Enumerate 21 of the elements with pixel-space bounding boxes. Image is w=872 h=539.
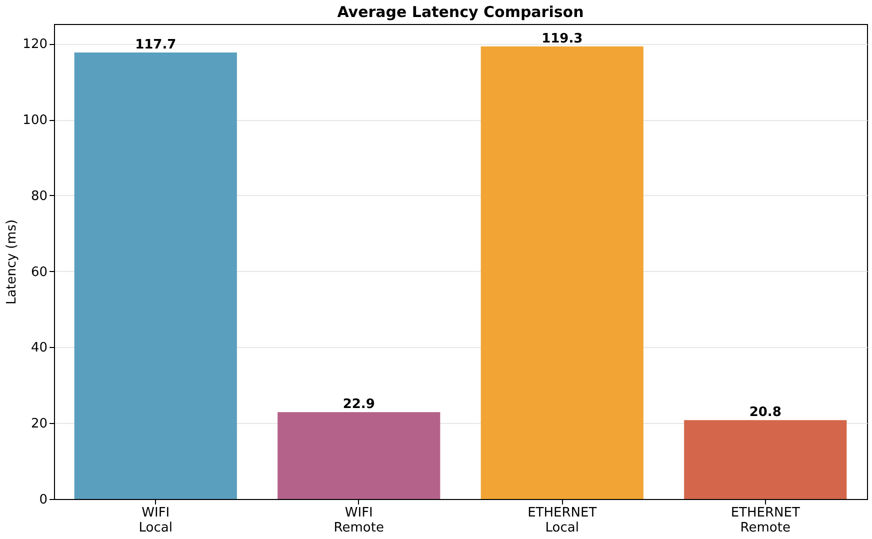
y-axis-title: Latency (ms) (4, 219, 20, 305)
x-tick-label: ETHERNET Local (528, 506, 597, 536)
chart-title: Average Latency Comparison (337, 3, 584, 21)
y-tick-label: 0 (39, 492, 48, 508)
bar (278, 412, 440, 499)
y-tick-label: 80 (30, 188, 48, 204)
bar (74, 52, 237, 499)
y-tick-label: 40 (30, 340, 48, 356)
x-tick-label: WIFI Remote (334, 506, 384, 536)
bar (480, 46, 644, 499)
x-tick-label: WIFI Local (138, 506, 172, 536)
x-tick-label: ETHERNET Remote (730, 506, 800, 536)
bar (684, 420, 847, 499)
data-label: 20.8 (749, 405, 782, 420)
y-tick-label: 60 (30, 264, 48, 280)
data-label: 119.3 (542, 31, 583, 46)
y-tick-label: 100 (22, 113, 48, 128)
y-tick-label: 20 (30, 416, 48, 432)
y-tick-label: 120 (22, 37, 48, 52)
data-label: 117.7 (135, 37, 176, 52)
data-label: 22.9 (342, 397, 375, 412)
